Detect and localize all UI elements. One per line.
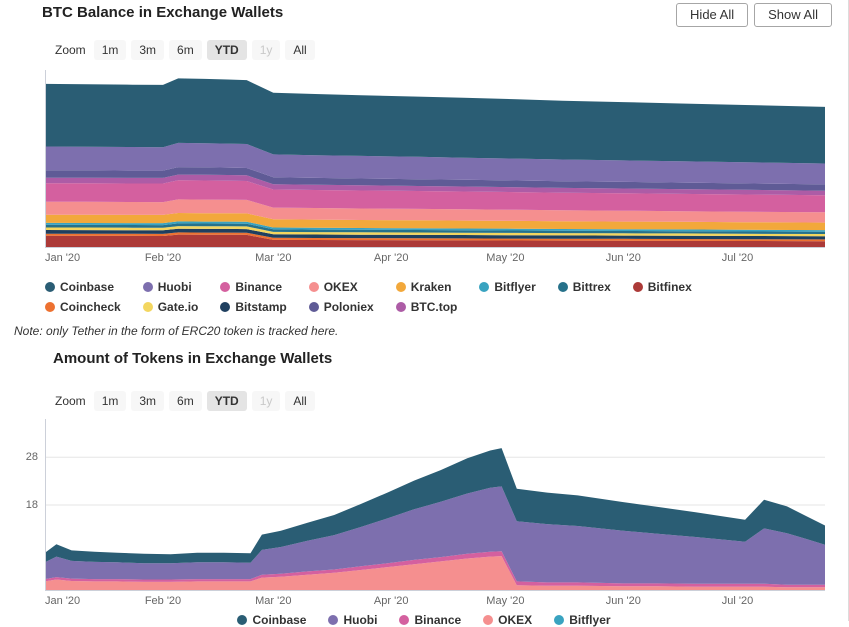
coinbase-dot-icon	[45, 282, 55, 292]
bittrex-dot-icon	[557, 282, 568, 292]
legend-item-coincheck[interactable]: Coincheck	[45, 300, 121, 314]
legend-item-bitstamp[interactable]: Bitstamp	[220, 300, 287, 314]
tokens-range-selector: Zoom 1m 3m 6m YTD 1y All	[55, 391, 848, 411]
tokens-zoom-6m[interactable]: 6m	[169, 391, 202, 411]
btc-zoom-3m[interactable]: 3m	[131, 40, 165, 60]
tokens-chart-header: Amount of Tokens in Exchange Wallets	[0, 346, 848, 369]
okex-dot-icon	[308, 282, 319, 292]
tokens-zoom-3m[interactable]: 3m	[131, 391, 165, 411]
legend-item-coinbase[interactable]: Coinbase	[237, 613, 306, 627]
legend-item-kraken[interactable]: Kraken	[395, 280, 458, 294]
btc-plot-row	[0, 70, 848, 248]
tokens-x-axis: Jan '20 Feb '20 Mar '20 Apr '20 May '20 Jun '…	[45, 591, 825, 611]
x-axis-label: Jun '20	[605, 252, 641, 264]
legend-item-huobi[interactable]: Huobi	[328, 613, 377, 627]
btc-zoom-1y[interactable]: 1y	[251, 40, 281, 60]
tokens-zoom-1m[interactable]: 1m	[93, 391, 127, 411]
btc-legend: Coinbase Huobi Binance OKEX Kraken Bitfl…	[45, 280, 848, 314]
bitstamp-dot-icon	[220, 302, 231, 312]
kraken-dot-icon	[395, 282, 406, 292]
x-axis-label: Jan '20	[45, 595, 81, 607]
legend-item-bitflyer[interactable]: Bitflyer	[479, 280, 536, 294]
x-axis-label: Apr '20	[373, 252, 409, 264]
tokens-legend: Coinbase Huobi Binance OKEX Bitflyer	[0, 613, 848, 627]
gateio-dot-icon	[142, 302, 153, 312]
x-axis-label: Jul '20	[721, 595, 754, 607]
coincheck-dot-icon	[45, 302, 55, 312]
legend-item-poloniex[interactable]: Poloniex	[308, 300, 374, 314]
x-axis-label: Jun '20	[605, 595, 641, 607]
btc-zoom-6m[interactable]: 6m	[169, 40, 202, 60]
zoom-label: Zoom	[55, 394, 86, 408]
coinbase-dot-icon	[237, 615, 248, 625]
tokens-chart-title: Amount of Tokens in Exchange Wallets	[53, 350, 333, 367]
btc-chart-header: BTC Balance in Exchange Wallets Hide All…	[0, 0, 848, 27]
binance-dot-icon	[220, 282, 231, 292]
tokens-zoom-ytd[interactable]: YTD	[206, 391, 247, 411]
x-axis-label: Mar '20	[255, 595, 292, 607]
huobi-dot-icon	[328, 615, 339, 625]
btc-balance-chart-section: BTC Balance in Exchange Wallets Hide All…	[0, 0, 848, 314]
legend-toggle-buttons: Hide All Show All	[676, 3, 832, 27]
hide-all-button[interactable]: Hide All	[676, 3, 749, 27]
bitflyer-dot-icon	[479, 282, 490, 292]
tether-note: Note: only Tether in the form of ERC20 t…	[14, 324, 339, 338]
bitflyer-dot-icon	[554, 615, 565, 625]
x-axis-label: Apr '20	[373, 595, 409, 607]
legend-item-btctop[interactable]: BTC.top	[395, 300, 457, 314]
x-axis-label: Feb '20	[144, 595, 182, 607]
tokens-zoom-all[interactable]: All	[285, 391, 315, 411]
y-axis-label: 28	[25, 451, 38, 464]
btc-x-axis: Jan '20 Feb '20 Mar '20 Apr '20 May '20 Jun '…	[45, 248, 825, 268]
tokens-y-axis: 18 28	[0, 419, 41, 591]
binance-dot-icon	[399, 615, 410, 625]
legend-item-okex[interactable]: OKEX	[308, 280, 374, 294]
zoom-label: Zoom	[55, 43, 86, 57]
x-axis-label: May '20	[486, 252, 525, 264]
tokens-plot-area[interactable]	[45, 419, 825, 591]
tokens-zoom-1y[interactable]: 1y	[251, 391, 281, 411]
x-axis-label: Jan '20	[45, 252, 81, 264]
legend-item-okex[interactable]: OKEX	[483, 613, 532, 627]
poloniex-dot-icon	[308, 302, 319, 312]
tokens-plot-row: 18 28	[0, 419, 848, 591]
legend-item-bittrex[interactable]: Bittrex	[557, 280, 611, 294]
btc-zoom-all[interactable]: All	[285, 40, 315, 60]
huobi-dot-icon	[142, 282, 153, 292]
tokens-chart-section: Amount of Tokens in Exchange Wallets Zoo…	[0, 346, 848, 627]
okex-dot-icon	[483, 615, 494, 625]
x-axis-label: Mar '20	[255, 252, 292, 264]
x-axis-label: Feb '20	[144, 252, 182, 264]
btc-chart-title: BTC Balance in Exchange Wallets	[42, 4, 284, 21]
btc-range-selector: Zoom 1m 3m 6m YTD 1y All	[55, 40, 848, 60]
legend-item-bitflyer[interactable]: Bitflyer	[554, 613, 611, 627]
btc-zoom-ytd[interactable]: YTD	[206, 40, 247, 60]
y-axis-label: 18	[25, 499, 38, 511]
bitfinex-dot-icon	[632, 282, 643, 292]
btc-zoom-1m[interactable]: 1m	[93, 40, 127, 60]
show-all-button[interactable]: Show All	[754, 3, 832, 27]
legend-item-bitfinex[interactable]: Bitfinex	[632, 280, 692, 294]
legend-item-huobi[interactable]: Huobi	[142, 280, 199, 294]
legend-item-binance[interactable]: Binance	[220, 280, 286, 294]
legend-item-binance[interactable]: Binance	[399, 613, 461, 627]
legend-item-coinbase[interactable]: Coinbase	[45, 280, 121, 294]
btctop-dot-icon	[395, 302, 406, 312]
legend-item-gateio[interactable]: Gate.io	[142, 300, 198, 314]
x-axis-label: May '20	[486, 595, 525, 607]
btc-balance-plot-area[interactable]	[45, 70, 825, 248]
x-axis-label: Jul '20	[721, 252, 754, 264]
